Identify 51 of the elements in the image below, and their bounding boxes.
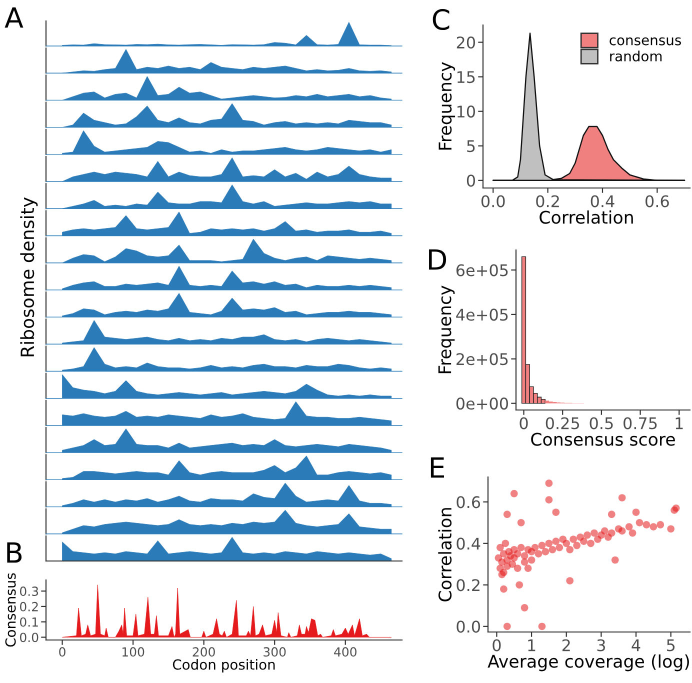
- text: E: [430, 457, 444, 478]
- text: A: [4, 7, 24, 28]
- x-tick-label: 0.75: [624, 417, 657, 430]
- y-tick-label: 0.3: [20, 586, 38, 596]
- y-axis-title: Frequency: [438, 62, 456, 150]
- legend-label: random: [610, 50, 662, 62]
- x-tick-label: 0.6: [646, 195, 669, 208]
- x-tick-label: 0: [59, 647, 66, 657]
- x-tick-label: 5: [666, 639, 675, 652]
- x-tick-label: 0.4: [590, 195, 614, 208]
- x-tick-label: 200: [192, 647, 215, 657]
- y-axis-title: Frequency: [438, 286, 455, 374]
- x-axis-title: Codon position: [172, 659, 275, 672]
- y-tick-label: 0.1: [20, 617, 38, 627]
- y-tick-label: 0e+00: [456, 398, 508, 410]
- text: D: [429, 249, 446, 270]
- x-tick-label: 1: [528, 639, 536, 652]
- y-tick-label: 0: [466, 174, 475, 187]
- text: C: [432, 9, 450, 30]
- y-tick-label: 5: [467, 140, 475, 152]
- x-tick-label: 1: [676, 417, 683, 430]
- x-tick-label: 2: [562, 639, 570, 652]
- y-axis-title: Consensus: [5, 573, 16, 647]
- y-tick-label: 2e+05: [456, 353, 508, 366]
- legend-label: consensus: [610, 37, 681, 46]
- y-tick-label: 0.2: [20, 602, 38, 612]
- y-tick-label: 4e+05: [456, 308, 508, 321]
- x-tick-label: 100: [122, 647, 144, 657]
- y-tick-label: 0.4: [456, 538, 480, 550]
- x-axis-title: Consensus score: [531, 432, 675, 446]
- y-tick-label: 0.0: [456, 620, 480, 633]
- y-tick-label: 15: [457, 71, 475, 84]
- y-axis-title: Correlation: [438, 508, 452, 602]
- y-tick-label: 6e+05: [456, 264, 508, 276]
- x-tick-label: 0.25: [546, 417, 579, 430]
- x-tick-label: 300: [264, 647, 286, 657]
- x-tick-label: 0.5: [590, 417, 613, 430]
- x-tick-label: 4: [632, 639, 640, 652]
- x-axis-title: Average coverage (log): [488, 654, 689, 672]
- y-tick-label: 0.2: [456, 579, 480, 592]
- y-tick-label: 0.0: [20, 632, 38, 642]
- y-tick-label: 10: [457, 106, 475, 118]
- x-tick-label: 3: [597, 639, 605, 652]
- text: B: [7, 542, 22, 563]
- x-tick-label: 400: [334, 647, 356, 657]
- x-tick-label: 0.2: [536, 195, 559, 208]
- y-tick-label: 0.6: [456, 496, 480, 508]
- y-tick-label: 20: [456, 36, 475, 49]
- y-axis-title: Ribosome density: [20, 197, 38, 356]
- x-tick-label: 0: [520, 417, 528, 430]
- x-axis-title: Correlation: [540, 210, 633, 224]
